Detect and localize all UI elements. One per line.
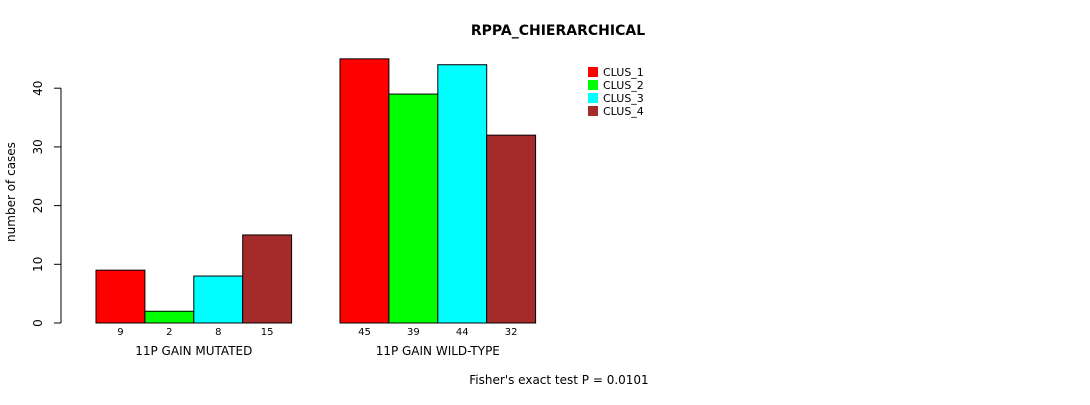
bar <box>388 93 439 324</box>
count-labels: 9 2 8 15 45 39 44 32 <box>117 327 517 338</box>
bar-count-label: 44 <box>456 327 469 338</box>
bar <box>339 58 390 324</box>
bar-count-label: 32 <box>505 327 518 338</box>
y-tick-label: 0 <box>31 319 45 327</box>
group-labels: 11P GAIN MUTATED 11P GAIN WILD-TYPE <box>135 344 500 358</box>
legend-label: CLUS_2 <box>603 79 644 92</box>
bar <box>242 234 293 324</box>
legend-label: CLUS_1 <box>603 66 644 79</box>
bar-count-label: 8 <box>215 327 221 338</box>
legend-swatch <box>588 93 598 103</box>
bar-count-label: 2 <box>166 327 172 338</box>
y-axis: 0 10 20 30 40 <box>31 81 62 327</box>
bar-count-label: 15 <box>261 327 274 338</box>
bar <box>193 275 244 324</box>
legend-label: CLUS_4 <box>603 105 644 118</box>
legend-swatch <box>588 106 598 116</box>
chart-title: RPPA_CHIERARCHICAL <box>471 23 645 39</box>
legend-swatch <box>588 67 598 77</box>
y-tick-label: 40 <box>31 81 45 96</box>
bars <box>95 58 537 324</box>
bar-count-label: 45 <box>358 327 371 338</box>
fisher-test-note: Fisher's exact test P = 0.0101 <box>469 373 648 387</box>
bar <box>144 310 195 324</box>
bar-count-label: 9 <box>117 327 123 338</box>
bar <box>437 64 488 324</box>
y-tick-label: 30 <box>31 139 45 154</box>
category-label: 11P GAIN MUTATED <box>135 344 252 358</box>
y-tick-label: 20 <box>31 198 45 213</box>
y-tick-label: 10 <box>31 257 45 272</box>
bar <box>95 269 146 324</box>
legend-label: CLUS_3 <box>603 92 644 105</box>
category-label: 11P GAIN WILD-TYPE <box>376 344 500 358</box>
y-axis-label: number of cases <box>4 142 18 242</box>
bar <box>486 134 537 324</box>
legend-swatch <box>588 80 598 90</box>
bar-count-label: 39 <box>407 327 420 338</box>
